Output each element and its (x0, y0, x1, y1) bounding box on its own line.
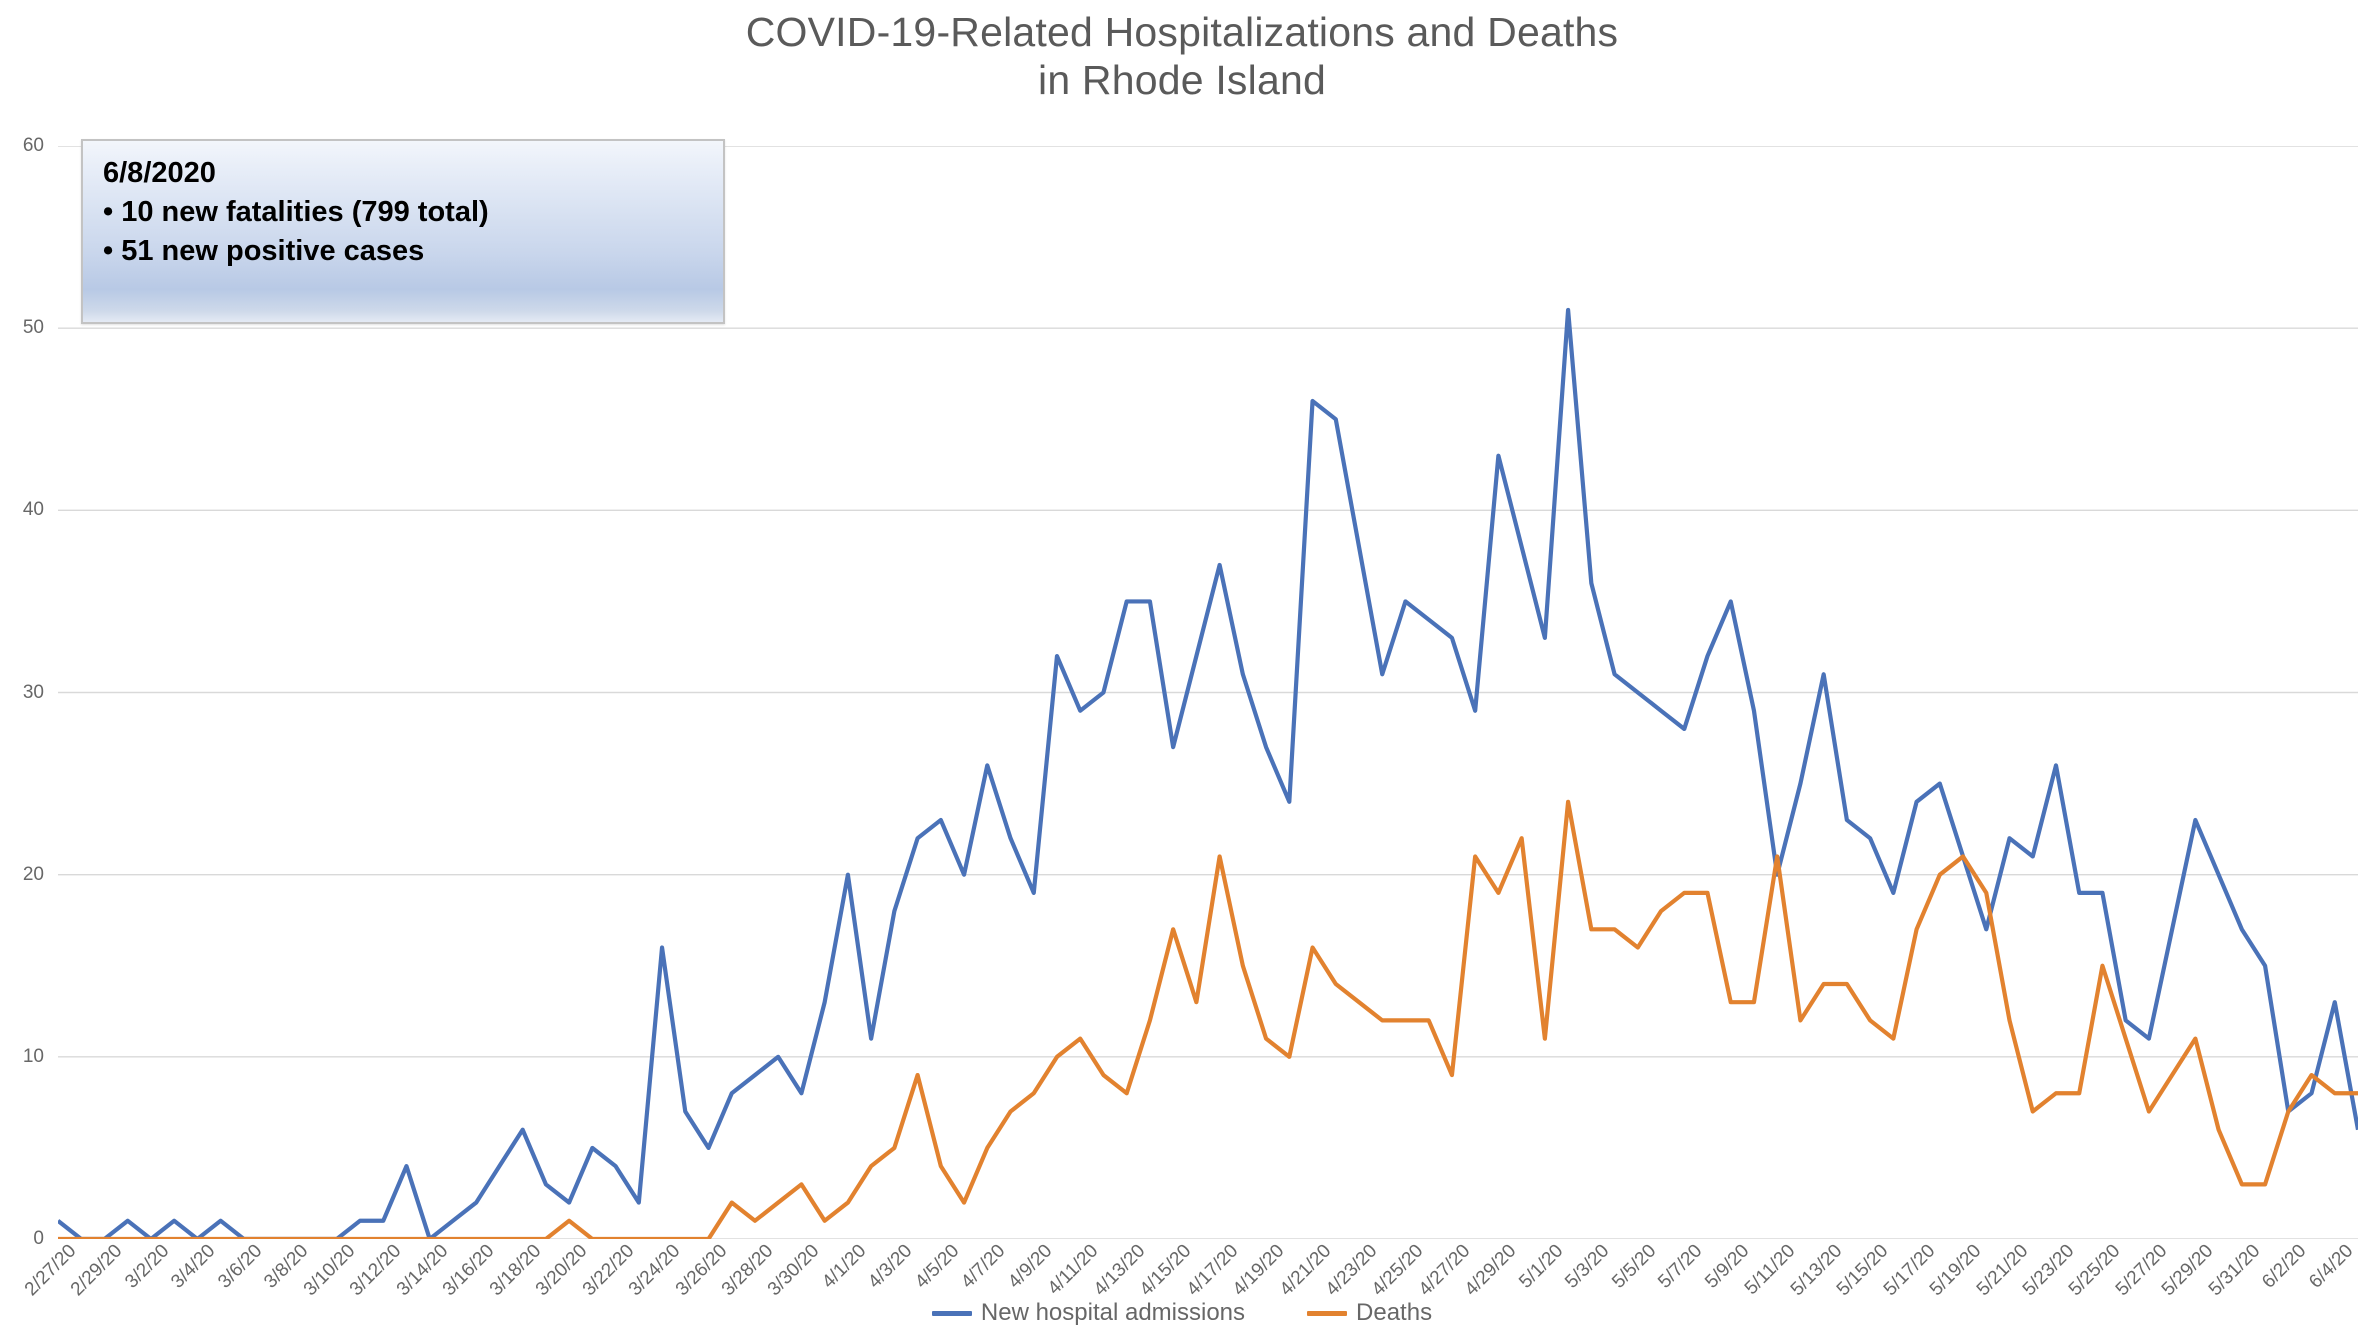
y-axis-tick-label: 20 (22, 863, 44, 885)
series-line-deaths (58, 799, 2358, 1239)
chart-title-line-1: COVID-19-Related Hospitalizations and De… (745, 9, 1619, 55)
chart-title-line-2: in Rhode Island (1038, 57, 1326, 104)
y-axis-tick-label: 30 (22, 681, 44, 703)
chart-title: COVID-19-Related Hospitalizations and De… (0, 8, 2364, 105)
legend-label: New hospital admissions (980, 1299, 1246, 1326)
y-axis-tick-label: 0 (33, 1228, 44, 1249)
plot-svg (58, 146, 2358, 1239)
y-axis-tick-label: 10 (22, 1045, 44, 1067)
y-axis-tick-label: 60 (22, 135, 44, 156)
series-layer (58, 307, 2358, 1239)
annotation-bullet-cases: • 51 new positive cases (103, 234, 425, 267)
legend-color-swatch (931, 1310, 972, 1316)
annotation-date: 6/8/2020 (103, 157, 216, 189)
y-axis-tick-label: 40 (22, 499, 44, 521)
legend-item[interactable]: Deaths (1307, 1299, 1432, 1327)
annotation-callout: 6/8/2020 • 10 new fatalities (799 total)… (81, 139, 725, 324)
y-axis-tick-label: 50 (22, 317, 44, 339)
series-line-new-hospital-admissions (58, 307, 2358, 1239)
plot-area (58, 146, 2358, 1239)
annotation-bullet-fatalities: • 10 new fatalities (799 total) (103, 195, 489, 228)
legend-item[interactable]: New hospital admissions (931, 1299, 1246, 1327)
chart-legend: New hospital admissions Deaths (0, 1293, 2364, 1333)
y-axis: 0 10 20 30 40 50 60 (0, 135, 58, 1249)
legend-label: Deaths (1356, 1299, 1433, 1326)
legend-color-swatch (1307, 1310, 1348, 1316)
